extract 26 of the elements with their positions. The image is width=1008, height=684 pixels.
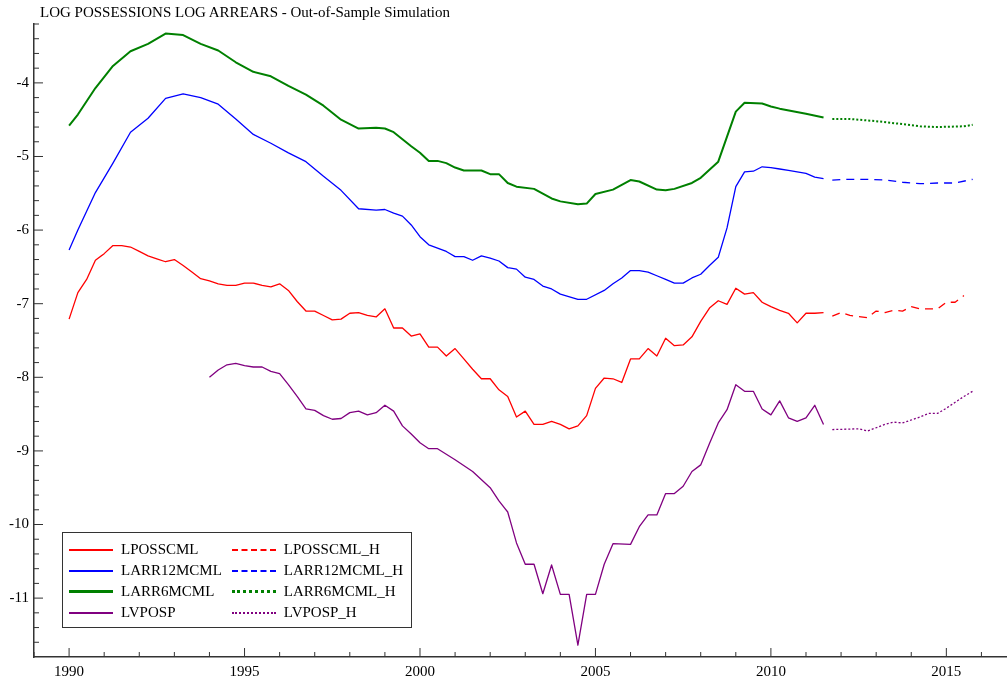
- legend-label: LPOSSCML: [121, 541, 199, 558]
- x-tick-label: 2005: [580, 662, 611, 679]
- y-tick-label: -10: [9, 515, 29, 532]
- y-tick-label: -7: [16, 294, 30, 311]
- legend-label: LARR12MCML_H: [283, 562, 404, 579]
- y-tick-label: -5: [16, 147, 29, 164]
- y-tick-label: -11: [9, 589, 29, 606]
- x-tick-label: 2010: [755, 662, 786, 679]
- x-tick-label: 2000: [404, 662, 435, 679]
- y-tick-label: -9: [16, 441, 29, 458]
- legend-label: LARR6MCML_H: [283, 583, 396, 600]
- legend-label: LPOSSCML_H: [283, 541, 380, 558]
- x-tick-label: 1990: [54, 662, 85, 679]
- y-tick-label: -6: [16, 221, 30, 238]
- legend-label: LARR6MCML: [121, 583, 215, 600]
- chart-title: LOG POSSESSIONS LOG ARREARS - Out-of-Sample Simulation: [40, 4, 451, 21]
- line-series: [831, 390, 974, 432]
- y-tick-label: -4: [16, 73, 30, 90]
- x-tick-label: 1995: [229, 662, 260, 679]
- legend-label: LVPOSP_H: [283, 604, 357, 621]
- line-series: [831, 117, 974, 129]
- legend-label: LARR12MCML: [121, 562, 222, 579]
- x-tick-label: 2015: [931, 662, 962, 679]
- legend-label: LVPOSP: [121, 604, 176, 621]
- line-series: [831, 294, 965, 319]
- y-tick-label: -8: [16, 368, 29, 385]
